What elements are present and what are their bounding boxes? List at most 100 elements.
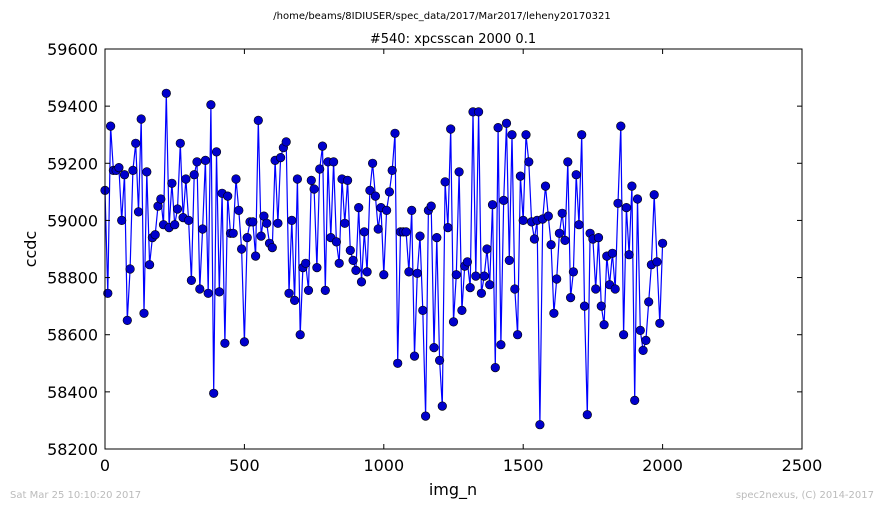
y-tick-label: 58600 <box>47 326 98 345</box>
data-point <box>524 157 534 167</box>
data-point <box>223 191 233 201</box>
data-point <box>627 181 637 191</box>
data-point <box>301 258 311 268</box>
data-point <box>496 340 506 350</box>
data-point <box>607 248 618 258</box>
data-point <box>482 244 492 254</box>
data-point <box>630 395 640 406</box>
data-point <box>409 351 420 361</box>
data-point <box>200 155 210 165</box>
x-tick-label: 2500 <box>782 456 823 475</box>
data-point <box>549 308 559 318</box>
data-point <box>655 318 665 328</box>
data-point <box>303 285 314 296</box>
data-point <box>432 233 442 243</box>
data-point <box>384 187 395 197</box>
data-point <box>454 167 464 177</box>
data-point <box>507 130 517 140</box>
data-point <box>401 227 411 237</box>
data-point <box>616 121 626 131</box>
data-point <box>128 165 138 175</box>
data-point <box>239 337 249 347</box>
data-point <box>262 218 272 228</box>
data-point <box>632 194 643 204</box>
data-point <box>404 267 414 277</box>
data-point <box>309 184 319 194</box>
y-tick-label: 59000 <box>47 211 98 230</box>
data-point <box>644 297 654 307</box>
data-point <box>125 264 135 274</box>
x-tick-label: 500 <box>229 456 260 475</box>
data-point <box>635 325 645 336</box>
footer-timestamp: Sat Mar 25 10:10:20 2017 <box>10 490 141 501</box>
data-point <box>462 257 473 267</box>
data-point <box>334 258 344 268</box>
data-point <box>136 114 146 124</box>
data-point <box>184 215 194 225</box>
data-point <box>613 198 623 208</box>
data-point <box>476 288 487 298</box>
data-point <box>348 255 358 266</box>
data-point <box>356 277 367 287</box>
data-point <box>479 271 489 281</box>
axes-background <box>105 49 802 449</box>
data-point <box>638 345 648 356</box>
data-point <box>571 170 581 180</box>
plot-title: #540: xpcsscan 2000 0.1 <box>370 32 536 47</box>
data-point <box>440 177 450 187</box>
data-point <box>421 411 431 421</box>
data-point <box>435 355 445 366</box>
data-point <box>535 420 545 430</box>
data-point <box>198 224 208 234</box>
data-point <box>546 240 556 250</box>
data-point <box>501 118 512 128</box>
data-point <box>582 410 592 420</box>
data-point <box>161 88 171 98</box>
data-point <box>131 138 141 148</box>
data-point <box>195 284 205 294</box>
data-point <box>214 287 224 297</box>
data-point <box>189 170 199 180</box>
data-point <box>593 233 604 243</box>
data-point <box>145 260 155 270</box>
suptitle: /home/beams/8IDIUSER/spec_data/2017/Mar2… <box>273 11 610 22</box>
data-point <box>543 211 553 221</box>
data-point <box>426 201 436 211</box>
data-point <box>599 320 609 330</box>
data-point <box>343 175 353 185</box>
data-point <box>273 218 283 228</box>
data-point <box>253 115 263 125</box>
data-point <box>451 270 461 280</box>
data-point <box>412 268 422 278</box>
data-point <box>192 157 202 167</box>
data-point <box>382 205 392 215</box>
data-point <box>465 283 475 293</box>
data-point <box>652 257 662 267</box>
data-point <box>415 231 425 241</box>
data-point <box>167 178 177 188</box>
data-point <box>373 224 383 234</box>
data-point <box>139 308 149 318</box>
data-point <box>370 191 381 201</box>
x-tick-label: 0 <box>100 456 110 475</box>
data-point <box>574 220 584 230</box>
data-point <box>340 218 350 228</box>
data-point <box>206 100 216 110</box>
data-point <box>512 330 523 340</box>
data-point <box>290 295 300 306</box>
data-point <box>557 208 567 218</box>
data-point <box>122 315 132 326</box>
data-point <box>281 137 291 147</box>
y-tick-label: 58400 <box>47 383 98 402</box>
data-point <box>577 130 587 140</box>
data-point <box>504 255 514 266</box>
data-point <box>242 233 252 243</box>
data-point <box>251 251 261 261</box>
data-point <box>211 147 222 157</box>
data-point <box>429 343 439 353</box>
data-layer <box>100 88 668 430</box>
data-point <box>345 245 355 255</box>
data-point <box>150 230 160 240</box>
data-point <box>276 153 286 163</box>
data-point <box>320 285 330 296</box>
